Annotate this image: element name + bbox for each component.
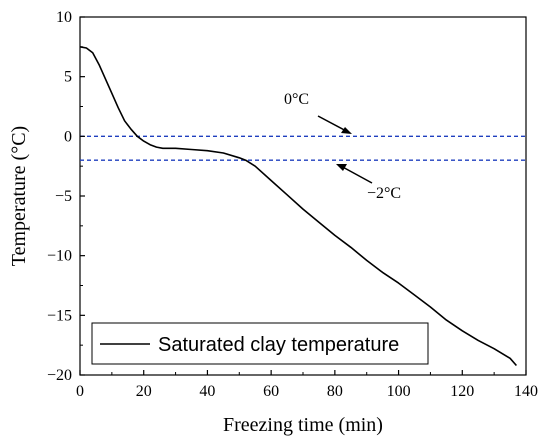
axis-ticks: 0 20 40 60 80 100 120 140 10 5 0 −5 −10 −15 −20 xyxy=(47,9,538,400)
x-tick-label: 60 xyxy=(263,383,279,400)
y-tick-label: −10 xyxy=(47,248,72,265)
legend-label: Saturated clay temperature xyxy=(158,334,399,356)
ref-arrowhead-0c xyxy=(341,127,352,134)
ref-label-minus2c: −2°C xyxy=(367,185,401,202)
reference-lines xyxy=(80,135,526,161)
x-tick-label: 40 xyxy=(199,383,215,400)
x-tick-label: 0 xyxy=(76,383,84,400)
x-tick-label: 100 xyxy=(387,383,411,400)
y-tick-label: −5 xyxy=(55,188,72,205)
legend: Saturated clay temperature xyxy=(91,322,429,365)
y-tick-label: 0 xyxy=(64,128,72,145)
x-tick-label: 120 xyxy=(450,383,474,400)
plot-frame xyxy=(79,16,527,376)
series-layer xyxy=(79,46,518,367)
y-tick-label: −20 xyxy=(47,367,72,384)
y-tick-label: −15 xyxy=(47,307,72,324)
y-tick-label: 10 xyxy=(56,9,72,26)
ref-label-0c: 0°C xyxy=(284,91,309,108)
series-line xyxy=(79,46,518,367)
x-tick-label: 20 xyxy=(136,383,152,400)
y-tick-label: 5 xyxy=(64,69,72,86)
ref-arrowhead-minus2c xyxy=(336,164,347,171)
y-axis-label: Temperature (°C) xyxy=(8,126,30,266)
x-tick-label: 80 xyxy=(327,383,343,400)
x-tick-label: 140 xyxy=(514,383,538,400)
x-axis-label: Freezing time (min) xyxy=(223,414,383,436)
